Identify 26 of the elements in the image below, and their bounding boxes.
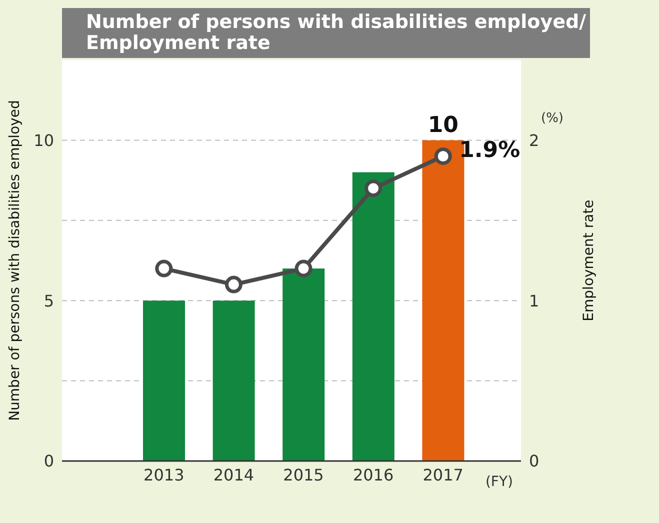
point [434,147,452,165]
bar [212,300,255,461]
x-axis-title: (FY) [485,474,513,490]
y-tick-label: 0 [44,452,54,471]
point [294,260,312,278]
bar [282,268,325,461]
point [155,260,173,278]
y2-tick-label: 1 [529,291,540,310]
point [224,276,242,294]
data-label: 10 [428,113,459,138]
x-tick-label: 2016 [352,465,394,484]
y-tick-label: 10 [34,130,54,150]
y-tick-label: 5 [44,291,54,310]
point [364,180,382,198]
y2-axis-title: Employment rate [580,200,597,322]
text: (%) [541,111,564,126]
y2-tick-label: 0 [529,452,540,471]
x-tick-label: 2017 [422,465,464,484]
x-tick-label: 2015 [283,465,324,484]
bar [143,300,185,461]
y2-tick-label: 2 [529,130,540,150]
chart-title: Number of persons with disabilities employed/ Employment rate [86,11,588,54]
bar [352,172,394,461]
x-tick-label: 2013 [144,465,184,484]
y-axis-title: Number of persons with disabilities employed [6,100,23,421]
x-tick-label: 2014 [213,465,254,484]
